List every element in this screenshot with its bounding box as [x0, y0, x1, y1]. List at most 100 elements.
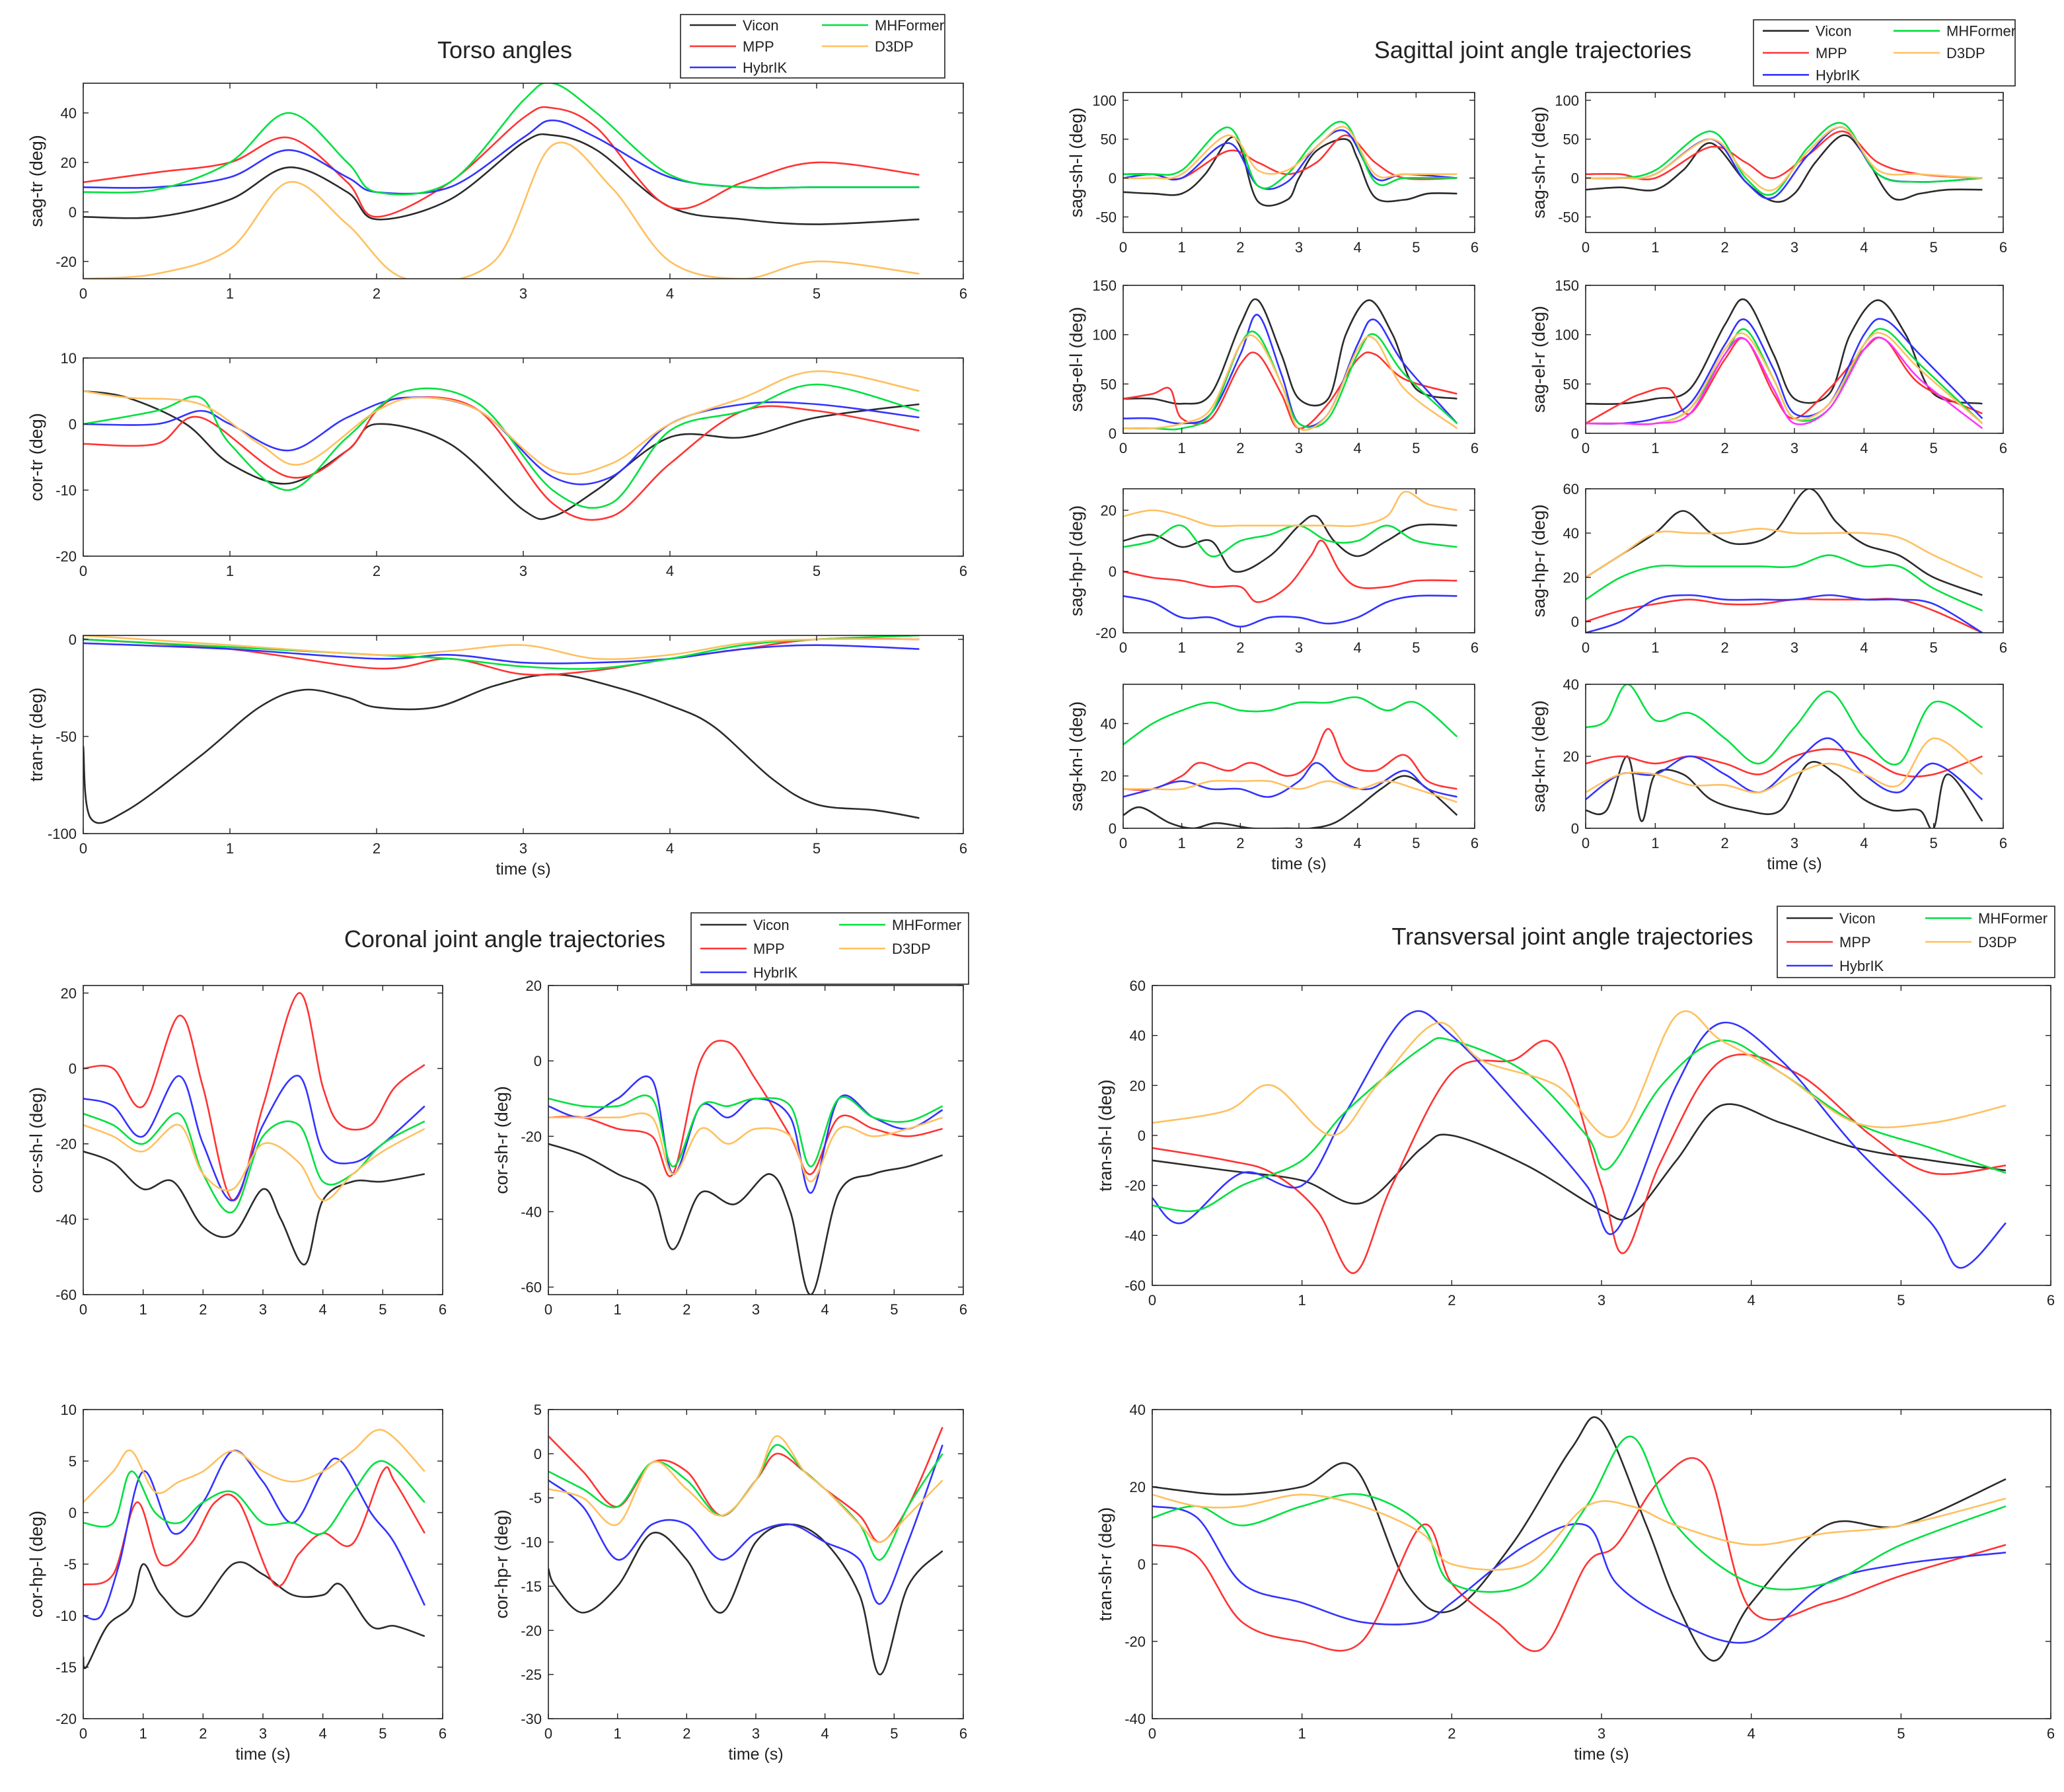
subplot-sag-kn-l: 0 1 2 3 4 5 6 0 20 40 sag-kn-l (deg) time (s)	[1066, 684, 1479, 873]
subplot-tran-sh-r: 0 1 2 3 4 5 6 -40 -20 0 20 40 tran-sh-r (deg) time (s…	[1095, 1402, 2055, 1764]
x-tick-label: 4	[1860, 639, 1868, 656]
series-line-vicon	[1123, 298, 1457, 407]
y-tick-label: 0	[69, 1505, 77, 1521]
series-line-hybrik	[1123, 762, 1457, 798]
subplot-cor-hp-l: 0 1 2 3 4 5 6 -20 -15 -10 -5 0 5 10 cor-hp-l (deg) time…	[26, 1402, 447, 1764]
x-tick-label: 3	[1295, 639, 1303, 656]
x-tick-label: 6	[1471, 835, 1479, 851]
y-tick-label: 40	[1101, 715, 1117, 732]
y-tick-label: 20	[61, 985, 77, 1001]
y-axis-label: cor-sh-l (deg)	[26, 1087, 46, 1194]
y-tick-label: 0	[1109, 820, 1117, 837]
x-tick-label: 6	[1471, 239, 1479, 256]
x-tick-label: 1	[1178, 835, 1186, 851]
series-line-mpp	[83, 1466, 425, 1587]
y-tick-label: 5	[69, 1453, 77, 1470]
y-tick-label: 100	[1092, 327, 1117, 343]
series-line-mpp	[83, 396, 920, 521]
section-titles: Torso angles Sagittal joint angle trajec…	[344, 36, 1753, 952]
y-tick-label: 0	[1571, 425, 1579, 442]
legends: Vicon MHFormer MPP D3DP HybrIK Vicon MHFormer M…	[680, 14, 2055, 985]
series-line-mhformer	[83, 1112, 425, 1214]
y-tick-label: -5	[63, 1556, 77, 1573]
x-axis-label: time (s)	[1574, 1745, 1629, 1764]
x-tick-label: 5	[813, 285, 821, 302]
axes-frame	[1585, 285, 2004, 434]
series-group	[83, 992, 425, 1266]
title-sagittal: Sagittal joint angle trajectories	[1374, 36, 1691, 63]
legend-label-d3dp: D3DP	[1946, 45, 1985, 61]
y-tick-label: -20	[55, 1711, 77, 1727]
series-group	[83, 635, 920, 824]
x-tick-label: 0	[1119, 639, 1127, 656]
x-tick-label: 3	[519, 285, 527, 302]
y-tick-label: 0	[1109, 563, 1117, 580]
series-line-hybrik	[1586, 318, 1983, 425]
series-line-mpp	[1586, 130, 1983, 180]
series-line-vicon	[83, 1561, 425, 1669]
legend-label-vicon: Vicon	[1816, 23, 1852, 40]
series-line-d3dp	[83, 635, 920, 661]
y-axis-label: sag-hp-r (deg)	[1529, 504, 1549, 617]
series-line-vicon	[1123, 515, 1457, 573]
x-tick-label: 6	[439, 1301, 447, 1318]
y-tick-label: -20	[521, 1622, 542, 1639]
series-line-mpp	[1123, 351, 1457, 429]
series-line-hybrik	[83, 119, 920, 195]
y-tick-label: 20	[1101, 768, 1117, 785]
x-tick-label: 0	[79, 285, 87, 302]
x-tick-label: 3	[1295, 835, 1303, 851]
x-tick-label: 6	[1999, 440, 2007, 456]
y-tick-label: -50	[1558, 209, 1579, 225]
x-tick-label: 1	[226, 285, 234, 302]
x-tick-label: 5	[379, 1301, 387, 1318]
x-tick-label: 5	[1930, 639, 1938, 656]
series-line-hybrik	[83, 642, 920, 664]
series-line-mhformer	[1123, 524, 1457, 557]
y-axis-label: sag-el-l (deg)	[1066, 306, 1086, 412]
series-line-d3dp	[548, 1435, 943, 1543]
y-tick-label: -20	[1095, 625, 1117, 641]
series-line-mpp	[1123, 728, 1457, 791]
series-line-mhformer	[1123, 696, 1458, 746]
x-tick-label: 4	[1860, 239, 1868, 256]
legend-label-d3dp: D3DP	[1978, 934, 2017, 950]
x-tick-label: 0	[1119, 440, 1127, 456]
series-line-d3dp	[1123, 491, 1457, 528]
x-axis-label: time (s)	[1271, 855, 1326, 873]
y-tick-label: 150	[1555, 277, 1579, 294]
x-tick-label: 1	[1651, 835, 1659, 851]
legend-label-mhformer: MHFormer	[1946, 23, 2016, 40]
y-tick-label: 20	[1130, 1077, 1146, 1094]
y-tick-label: 20	[1130, 1479, 1146, 1495]
y-axis-label: tran-sh-l (deg)	[1095, 1079, 1115, 1192]
legend-label-hybrik: HybrIK	[753, 964, 798, 981]
y-tick-label: 5	[534, 1402, 542, 1418]
series-group	[1586, 122, 1983, 203]
x-tick-label: 2	[373, 563, 381, 579]
y-tick-label: 0	[1109, 425, 1117, 442]
y-tick-label: -40	[55, 1211, 77, 1228]
x-tick-label: 4	[1354, 835, 1362, 851]
x-tick-label: 5	[1412, 835, 1420, 851]
series-line-vicon	[83, 673, 920, 824]
x-tick-label: 5	[813, 563, 821, 579]
series-group	[1123, 696, 1458, 828]
x-tick-label: 6	[959, 285, 967, 302]
series-line-d3dp	[1123, 125, 1457, 180]
series-line-d3dp	[1586, 528, 1983, 579]
x-tick-label: 2	[1236, 239, 1244, 256]
series-line-vicon	[1123, 135, 1457, 207]
x-tick-label: 0	[1119, 239, 1127, 256]
y-tick-label: 0	[69, 416, 77, 433]
y-axis-label: sag-kn-r (deg)	[1529, 700, 1549, 812]
y-tick-label: 0	[69, 204, 77, 221]
series-line-vicon	[1123, 775, 1458, 828]
legend-label-mhformer: MHFormer	[1978, 910, 2047, 927]
y-tick-label: 60	[1130, 978, 1146, 994]
y-tick-label: -25	[521, 1667, 542, 1683]
x-tick-label: 2	[199, 1725, 207, 1742]
